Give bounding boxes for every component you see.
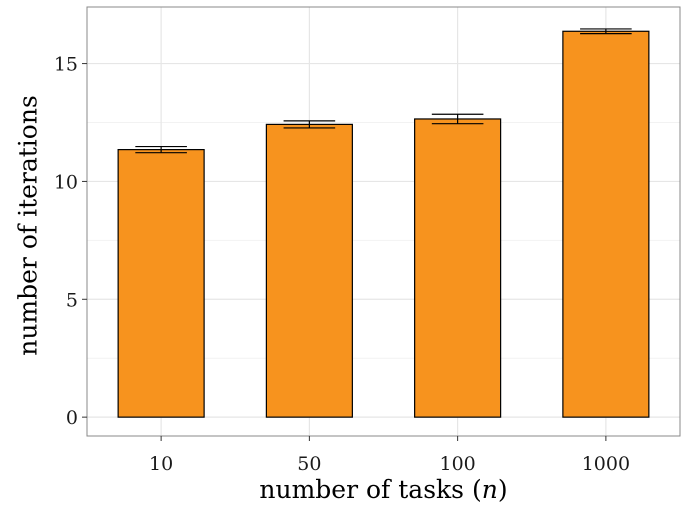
x-axis-title: number of tasks (n) bbox=[259, 475, 507, 504]
bar-10 bbox=[117, 149, 205, 418]
y-tick-label: 10 bbox=[54, 171, 78, 193]
x-tick-label: 1000 bbox=[582, 453, 630, 475]
y-tick-label: 15 bbox=[54, 54, 78, 76]
bar-50 bbox=[265, 123, 353, 418]
y-tick-label: 5 bbox=[66, 289, 78, 311]
x-tick-label: 100 bbox=[439, 453, 475, 475]
x-tick-label: 50 bbox=[297, 453, 321, 475]
error-bar-1000 bbox=[580, 28, 632, 35]
y-tick-label: 0 bbox=[66, 407, 78, 429]
y-axis-title: number of iterations bbox=[14, 95, 43, 356]
plot-panel-border bbox=[86, 6, 681, 437]
bars bbox=[117, 30, 650, 418]
error-bar-10 bbox=[135, 145, 187, 154]
bar-100 bbox=[414, 118, 502, 418]
error-bar-100 bbox=[431, 113, 484, 125]
bar-1000 bbox=[562, 30, 650, 418]
error-bars bbox=[135, 28, 632, 154]
y-axis-ticks: 0 5 10 15 bbox=[54, 54, 87, 429]
x-tick-label: 10 bbox=[149, 453, 173, 475]
x-axis-ticks: 10 50 100 1000 bbox=[149, 436, 630, 475]
error-bar-50 bbox=[283, 120, 336, 129]
